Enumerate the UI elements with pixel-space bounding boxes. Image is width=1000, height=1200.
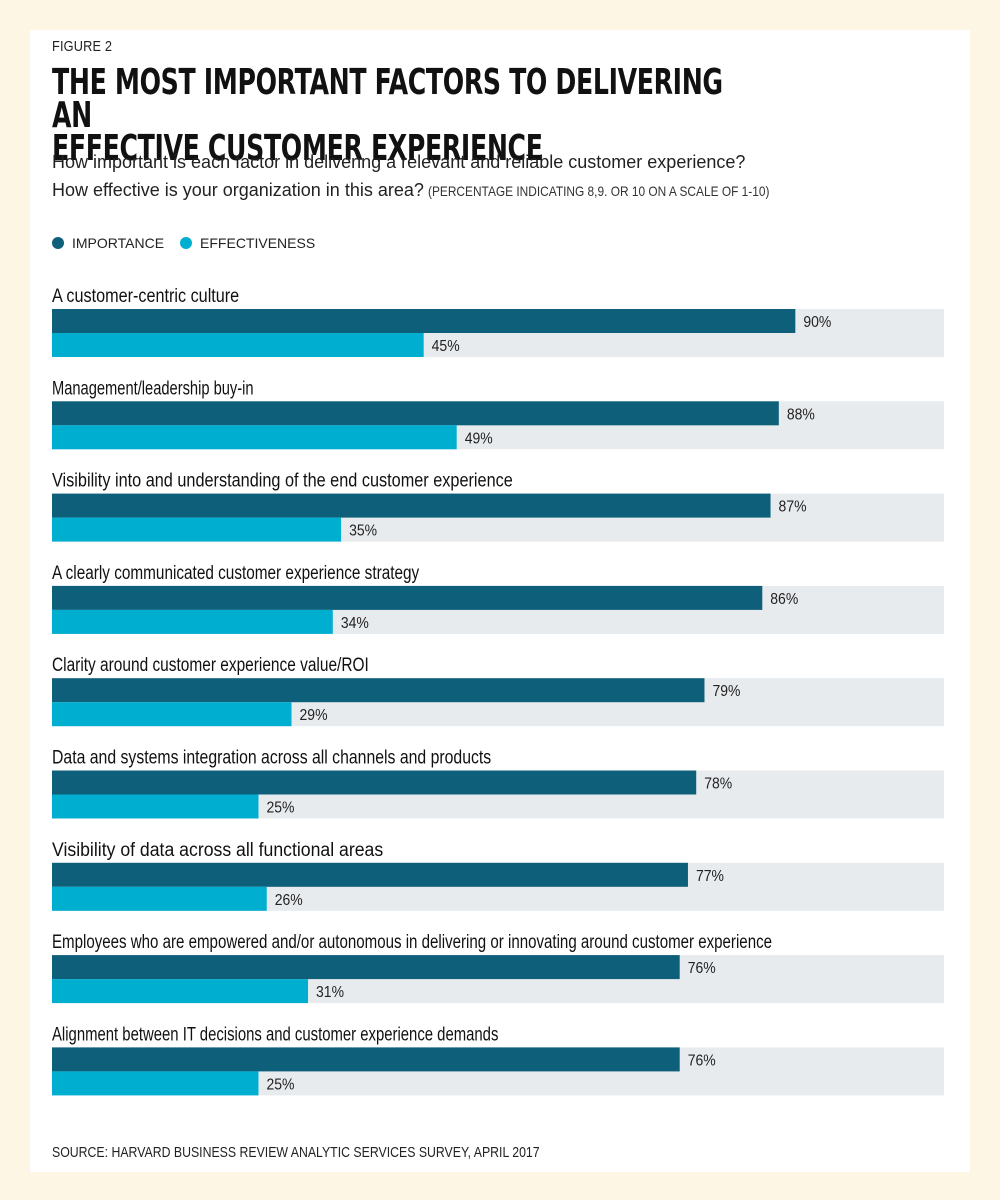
effectiveness-bar <box>52 794 259 819</box>
importance-bar <box>52 1047 680 1072</box>
legend: IMPORTANCE EFFECTIVENESS <box>52 235 331 251</box>
legend-item-effectiveness: EFFECTIVENESS <box>180 235 315 251</box>
category-label: Management/leadership buy-in <box>52 378 254 399</box>
effectiveness-bar <box>52 702 292 727</box>
effectiveness-value-label: 31% <box>316 984 344 1001</box>
effectiveness-value-label: 25% <box>266 1076 294 1093</box>
importance-value-label: 76% <box>688 1052 716 1069</box>
importance-bar <box>52 955 680 980</box>
importance-value-label: 86% <box>770 591 798 608</box>
category-label: Alignment between IT decisions and custo… <box>52 1024 498 1045</box>
effectiveness-value-label: 49% <box>465 430 493 447</box>
category-label: Employees who are empowered and/or auton… <box>52 932 772 953</box>
chart-title-line-1: THE MOST IMPORTANT FACTORS TO DELIVERING… <box>52 62 723 136</box>
importance-bar <box>52 862 688 887</box>
importance-bar <box>52 493 771 518</box>
effectiveness-bar <box>52 1071 259 1096</box>
importance-bar <box>52 585 763 610</box>
importance-bar <box>52 678 705 703</box>
chart-title-line-2: EFFECTIVE CUSTOMER EXPERIENCE <box>52 128 543 169</box>
category-label: Visibility of data across all functional… <box>52 840 383 861</box>
importance-value-label: 88% <box>787 406 815 423</box>
chart-subtitle: How important is each factor in deliveri… <box>52 148 952 205</box>
figure-card: FIGURE 2 THE MOST IMPORTANT FACTORS TO D… <box>30 30 970 1172</box>
importance-bar <box>52 401 779 426</box>
effectiveness-bar <box>52 517 342 542</box>
importance-value-label: 87% <box>779 499 807 516</box>
importance-value-label: 90% <box>803 314 831 331</box>
legend-swatch-importance <box>52 237 64 249</box>
effectiveness-value-label: 45% <box>432 338 460 355</box>
figure-label: FIGURE 2 <box>52 38 113 55</box>
subtitle-line-1: How important is each factor in deliveri… <box>52 152 746 172</box>
importance-value-label: 78% <box>704 776 732 793</box>
importance-bar <box>52 309 796 333</box>
subtitle-note: (PERCENTAGE INDICATING 8,9. OR 10 ON A S… <box>427 183 770 199</box>
source-note: SOURCE: HARVARD BUSINESS REVIEW ANALYTIC… <box>52 1144 540 1161</box>
effectiveness-bar <box>52 333 424 357</box>
effectiveness-value-label: 35% <box>349 523 377 540</box>
legend-swatch-effectiveness <box>180 237 193 249</box>
effectiveness-bar <box>52 609 333 634</box>
effectiveness-value-label: 29% <box>300 707 328 724</box>
effectiveness-bar <box>52 979 309 1004</box>
effectiveness-bar <box>52 886 267 911</box>
category-label: A clearly communicated customer experien… <box>52 563 420 584</box>
bar-chart: A customer-centric culture 90% 45% Manageme… <box>52 286 944 1096</box>
category-label: A customer-centric culture <box>52 286 239 307</box>
legend-label-effectiveness: EFFECTIVENESS <box>200 235 316 251</box>
chart-title: THE MOST IMPORTANT FACTORS TO DELIVERING… <box>52 62 752 169</box>
effectiveness-value-label: 25% <box>266 800 294 817</box>
effectiveness-value-label: 26% <box>275 892 303 909</box>
category-label: Data and systems integration across all … <box>52 748 491 769</box>
importance-value-label: 79% <box>712 683 740 700</box>
effectiveness-value-label: 34% <box>341 615 369 632</box>
effectiveness-bar <box>52 425 457 450</box>
subtitle-line-2: How effective is your organization in th… <box>52 176 952 205</box>
category-label: Visibility into and understanding of the… <box>52 471 513 492</box>
legend-label-importance: IMPORTANCE <box>72 235 165 251</box>
category-label: Clarity around customer experience value… <box>52 655 369 676</box>
importance-bar <box>52 770 697 795</box>
importance-value-label: 76% <box>688 960 716 977</box>
legend-item-importance: IMPORTANCE <box>52 235 164 251</box>
subtitle-question: How effective is your organization in th… <box>52 180 424 200</box>
importance-value-label: 77% <box>696 868 724 885</box>
